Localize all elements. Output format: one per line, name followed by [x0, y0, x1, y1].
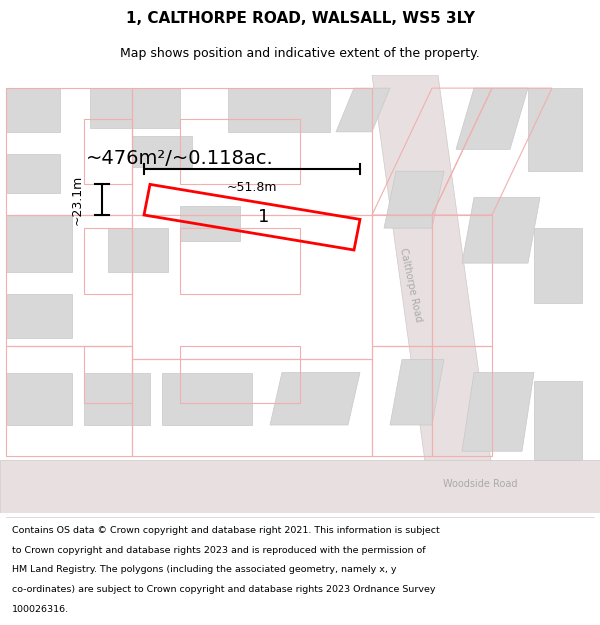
Text: 1: 1 — [259, 208, 269, 226]
Text: ~476m²/~0.118ac.: ~476m²/~0.118ac. — [86, 149, 274, 168]
Text: ~23.1m: ~23.1m — [70, 174, 83, 225]
Text: HM Land Registry. The polygons (including the associated geometry, namely x, y: HM Land Registry. The polygons (includin… — [12, 566, 397, 574]
Polygon shape — [108, 228, 168, 272]
Polygon shape — [384, 171, 444, 228]
Polygon shape — [528, 88, 582, 171]
Polygon shape — [456, 88, 528, 149]
Polygon shape — [6, 215, 72, 272]
Polygon shape — [6, 372, 72, 425]
Polygon shape — [180, 206, 240, 241]
Polygon shape — [84, 372, 150, 425]
Polygon shape — [162, 372, 252, 425]
Polygon shape — [270, 372, 360, 425]
Text: to Crown copyright and database rights 2023 and is reproduced with the permissio: to Crown copyright and database rights 2… — [12, 546, 425, 555]
Polygon shape — [390, 359, 444, 425]
Text: co-ordinates) are subject to Crown copyright and database rights 2023 Ordnance S: co-ordinates) are subject to Crown copyr… — [12, 585, 436, 594]
Text: Calthorpe Road: Calthorpe Road — [398, 247, 424, 323]
Polygon shape — [132, 136, 192, 167]
Polygon shape — [6, 88, 60, 132]
Polygon shape — [0, 460, 600, 512]
Polygon shape — [462, 198, 540, 263]
Polygon shape — [462, 372, 534, 451]
Polygon shape — [90, 88, 180, 127]
Polygon shape — [534, 381, 582, 460]
Polygon shape — [6, 154, 60, 193]
Text: Map shows position and indicative extent of the property.: Map shows position and indicative extent… — [120, 48, 480, 61]
Text: Woodside Road: Woodside Road — [443, 479, 517, 489]
Polygon shape — [534, 228, 582, 302]
Polygon shape — [336, 88, 390, 132]
Polygon shape — [228, 88, 330, 132]
Text: 1, CALTHORPE ROAD, WALSALL, WS5 3LY: 1, CALTHORPE ROAD, WALSALL, WS5 3LY — [125, 11, 475, 26]
Polygon shape — [6, 294, 72, 338]
Polygon shape — [372, 75, 498, 512]
Text: 100026316.: 100026316. — [12, 605, 69, 614]
Text: Contains OS data © Crown copyright and database right 2021. This information is : Contains OS data © Crown copyright and d… — [12, 526, 440, 535]
Text: ~51.8m: ~51.8m — [227, 181, 277, 194]
